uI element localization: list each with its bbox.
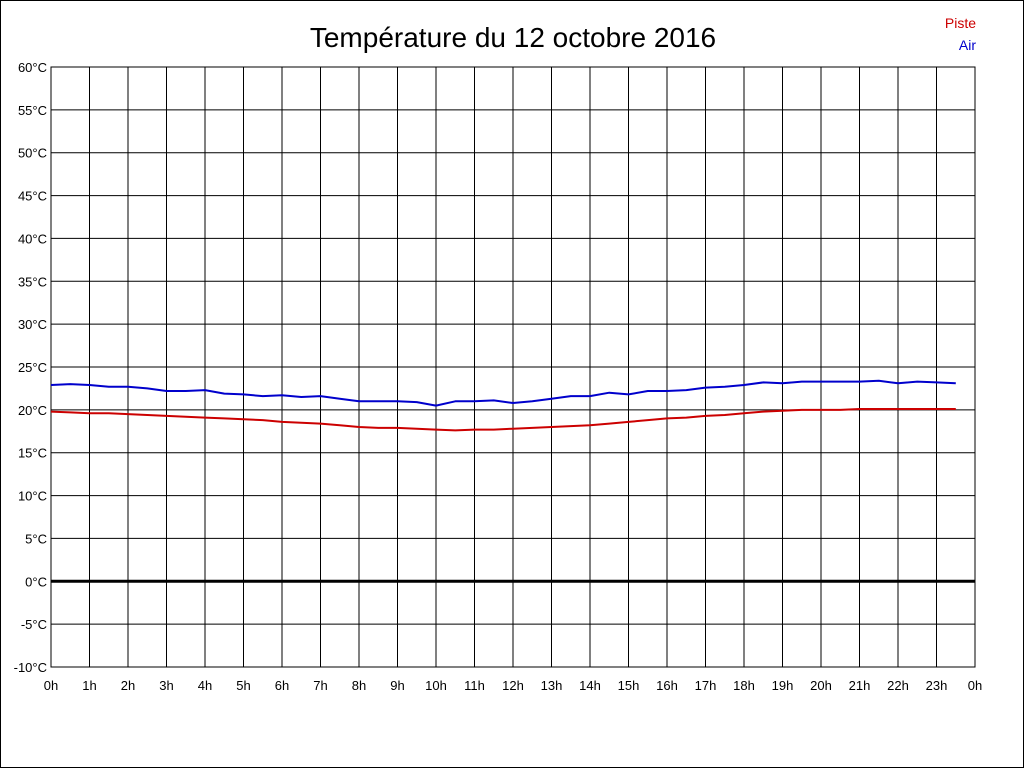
x-tick-label: 5h <box>236 678 250 693</box>
x-tick-label: 12h <box>502 678 524 693</box>
y-tick-label: 45°C <box>18 189 47 204</box>
x-tick-label: 6h <box>275 678 289 693</box>
y-tick-label: 15°C <box>18 446 47 461</box>
x-tick-label: 21h <box>849 678 871 693</box>
x-tick-label: 3h <box>159 678 173 693</box>
x-tick-label: 0h <box>44 678 58 693</box>
x-tick-label: 22h <box>887 678 909 693</box>
legend-entry-air: Air <box>959 37 976 53</box>
y-tick-label: 50°C <box>18 146 47 161</box>
legend-entry-piste: Piste <box>945 15 976 31</box>
x-tick-label: 19h <box>772 678 794 693</box>
y-tick-label: -10°C <box>14 660 47 675</box>
x-tick-label: 10h <box>425 678 447 693</box>
y-tick-label: 30°C <box>18 317 47 332</box>
x-tick-label: 0h <box>968 678 982 693</box>
legend: Piste Air <box>945 15 976 53</box>
y-tick-label: 40°C <box>18 231 47 246</box>
y-tick-label: 5°C <box>25 531 47 546</box>
x-tick-label: 13h <box>541 678 563 693</box>
y-tick-label: 60°C <box>18 60 47 75</box>
y-tick-label: 35°C <box>18 274 47 289</box>
x-tick-label: 14h <box>579 678 601 693</box>
x-tick-label: 4h <box>198 678 212 693</box>
x-tick-label: 11h <box>464 678 485 693</box>
plot-border <box>50 66 976 668</box>
x-tick-label: 23h <box>926 678 948 693</box>
x-tick-label: 18h <box>733 678 755 693</box>
x-tick-label: 16h <box>656 678 678 693</box>
x-tick-label: 8h <box>352 678 366 693</box>
y-tick-label: 55°C <box>18 103 47 118</box>
y-tick-label: 0°C <box>25 574 47 589</box>
y-tick-label: 10°C <box>18 489 47 504</box>
x-tick-label: 9h <box>390 678 404 693</box>
y-tick-label: -5°C <box>21 617 47 632</box>
series-line-air <box>50 379 956 407</box>
series-layer <box>50 379 956 432</box>
x-axis-ticks: 0h 1h 2h 3h 4h 5h 6h 7h 8h 9h 10h 11h 12h 13h 14h 15h 16… <box>44 678 982 693</box>
x-tick-label: 1h <box>82 678 96 693</box>
x-tick-label: 20h <box>810 678 832 693</box>
y-tick-label: 25°C <box>18 360 47 375</box>
x-tick-label: 7h <box>313 678 327 693</box>
x-tick-label: 17h <box>695 678 717 693</box>
y-tick-label: 20°C <box>18 403 47 418</box>
x-tick-label: 15h <box>618 678 640 693</box>
x-tick-label: 2h <box>121 678 135 693</box>
chart-grid <box>50 66 976 668</box>
series-line-piste <box>50 408 956 432</box>
y-axis-ticks: 60°C 55°C 50°C 45°C 40°C 35°C 30°C 25°C 20°C 15°C… <box>14 60 47 675</box>
chart-title: Température du 12 octobre 2016 <box>310 22 716 53</box>
